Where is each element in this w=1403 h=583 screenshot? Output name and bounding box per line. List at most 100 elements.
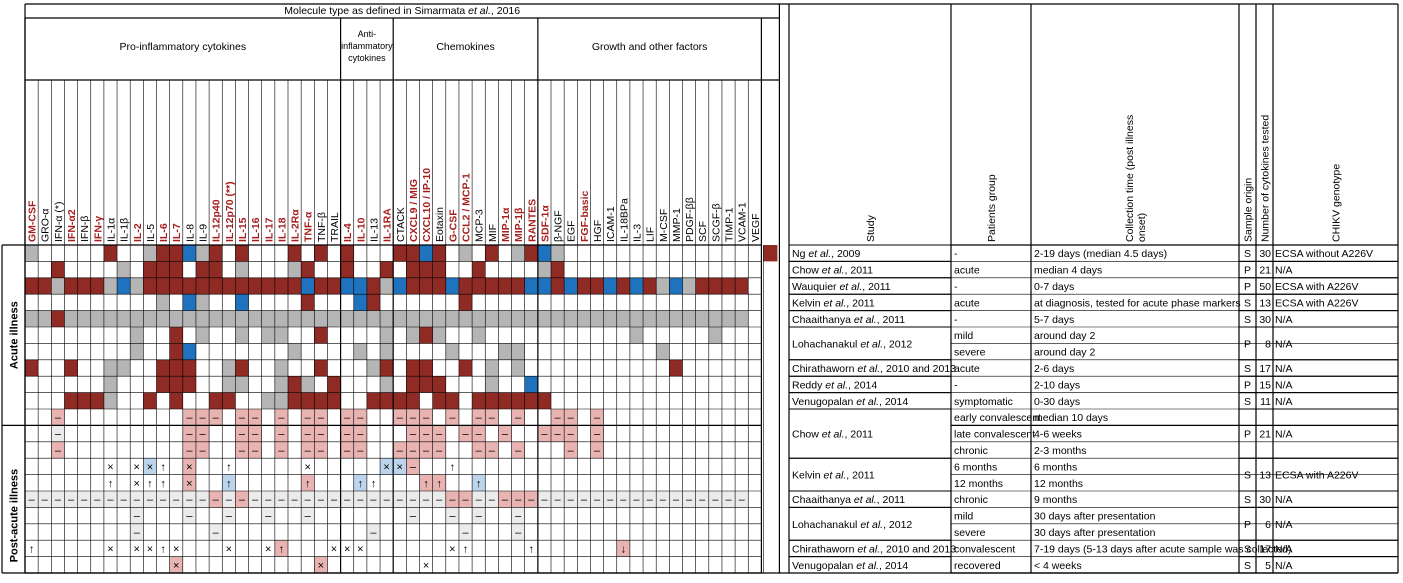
cell-symbol: – bbox=[186, 494, 193, 506]
cell-symbol: – bbox=[213, 412, 220, 424]
data-cell bbox=[603, 491, 617, 508]
data-cell bbox=[182, 294, 196, 311]
molecule-label: PDGF-ββ bbox=[684, 197, 696, 242]
cell-symbol: ↑ bbox=[463, 543, 469, 555]
cell-symbol: – bbox=[489, 412, 496, 424]
collection-time: around day 2 bbox=[1034, 330, 1095, 342]
data-cell bbox=[235, 277, 249, 295]
data-cell bbox=[590, 441, 604, 459]
data-cell bbox=[261, 277, 275, 295]
chikv-genotype: ECSA with A226V bbox=[1275, 297, 1358, 309]
study-name: Lohachanakul et al., 2012 bbox=[792, 519, 912, 531]
data-cell bbox=[261, 392, 275, 409]
data-cell bbox=[195, 327, 210, 344]
data-cell bbox=[551, 261, 565, 278]
data-cell bbox=[537, 277, 551, 295]
data-cell bbox=[432, 277, 446, 295]
molecule-label: IFN-β bbox=[79, 216, 91, 242]
cell-symbol: – bbox=[541, 494, 548, 506]
cell-symbol: – bbox=[239, 429, 246, 441]
data-cell bbox=[301, 392, 315, 409]
collection-time: 0-30 days bbox=[1034, 396, 1080, 408]
collection-header: Collection time (post illness bbox=[1124, 115, 1136, 242]
cell-symbol: – bbox=[568, 494, 575, 506]
cell-symbol: – bbox=[199, 494, 206, 506]
cell-symbol: – bbox=[541, 429, 548, 441]
data-cell bbox=[669, 359, 683, 377]
molecule-label: TNF-β bbox=[316, 212, 328, 242]
cytokine-count: 11 bbox=[1260, 396, 1271, 408]
data-cell bbox=[564, 277, 578, 295]
data-cell bbox=[511, 409, 525, 426]
data-cell bbox=[485, 392, 499, 409]
cell-symbol: – bbox=[515, 494, 522, 506]
data-cell bbox=[669, 310, 683, 327]
molecule-label: EGF bbox=[566, 220, 578, 242]
data-cell bbox=[182, 245, 196, 262]
data-cell bbox=[656, 310, 670, 327]
data-cell bbox=[551, 277, 565, 295]
data-cell bbox=[130, 343, 144, 360]
collection-time: median 4 days bbox=[1034, 265, 1102, 277]
data-cell bbox=[603, 310, 617, 327]
section-label: Post-acute illness bbox=[9, 469, 21, 563]
data-cell bbox=[432, 245, 446, 262]
cytokine-count: 50 bbox=[1259, 281, 1271, 293]
cell-symbol: – bbox=[515, 527, 522, 539]
data-cell bbox=[406, 359, 420, 377]
data-cell bbox=[222, 277, 236, 295]
cell-symbol: × bbox=[173, 560, 179, 572]
sample-origin: P bbox=[1244, 519, 1251, 531]
cell-symbol: – bbox=[462, 494, 469, 506]
cytokine-count: 15 bbox=[1259, 379, 1271, 391]
data-cell bbox=[432, 425, 446, 442]
data-cell bbox=[721, 310, 736, 327]
data-cell bbox=[288, 392, 302, 409]
data-cell bbox=[274, 327, 288, 344]
data-cell bbox=[695, 277, 709, 295]
data-cell bbox=[380, 376, 394, 393]
molecule-label: CTACK bbox=[395, 207, 407, 242]
data-cell bbox=[143, 491, 157, 508]
cell-symbol: – bbox=[55, 429, 62, 441]
cytokine-count: 30 bbox=[1259, 494, 1271, 506]
collection-time: 30 days after presentation bbox=[1034, 511, 1156, 523]
data-cell bbox=[616, 491, 630, 508]
cell-symbol: – bbox=[620, 494, 627, 506]
cell-symbol: ↑ bbox=[160, 543, 166, 555]
chikv-genotype: N/A bbox=[1275, 560, 1293, 572]
study-name: Chaaithanya et al., 2011 bbox=[792, 494, 905, 506]
data-cell bbox=[340, 425, 354, 442]
data-cell bbox=[458, 277, 473, 295]
patients-group: - bbox=[954, 314, 958, 326]
cell-symbol: – bbox=[594, 494, 601, 506]
data-cell bbox=[64, 310, 78, 327]
cell-symbol: – bbox=[199, 445, 206, 457]
data-cell bbox=[406, 376, 420, 393]
data-cell bbox=[511, 245, 525, 262]
data-cell bbox=[524, 310, 538, 327]
data-cell bbox=[524, 376, 538, 393]
data-cell bbox=[590, 310, 604, 327]
data-cell bbox=[458, 425, 473, 442]
cell-symbol: – bbox=[265, 511, 272, 523]
cell-symbol: – bbox=[410, 461, 417, 473]
data-cell bbox=[169, 310, 183, 327]
data-cell bbox=[643, 491, 657, 508]
data-cell bbox=[117, 359, 131, 377]
data-cell bbox=[472, 327, 486, 344]
molecule-label: IL-1α bbox=[105, 218, 117, 242]
cell-symbol: – bbox=[410, 445, 417, 457]
data-cell bbox=[130, 310, 144, 327]
cell-symbol: – bbox=[397, 412, 404, 424]
data-cell bbox=[103, 359, 118, 377]
data-cell bbox=[485, 376, 499, 393]
chikv-genotype: ECSA without A226V bbox=[1275, 248, 1373, 260]
sample-origin: S bbox=[1244, 314, 1251, 326]
data-cell bbox=[445, 277, 459, 295]
cell-symbol: × bbox=[344, 543, 350, 555]
data-cell bbox=[117, 310, 131, 327]
data-cell bbox=[406, 491, 420, 508]
cell-symbol: – bbox=[423, 494, 430, 506]
study-name: Reddy et al., 2014 bbox=[792, 379, 877, 391]
